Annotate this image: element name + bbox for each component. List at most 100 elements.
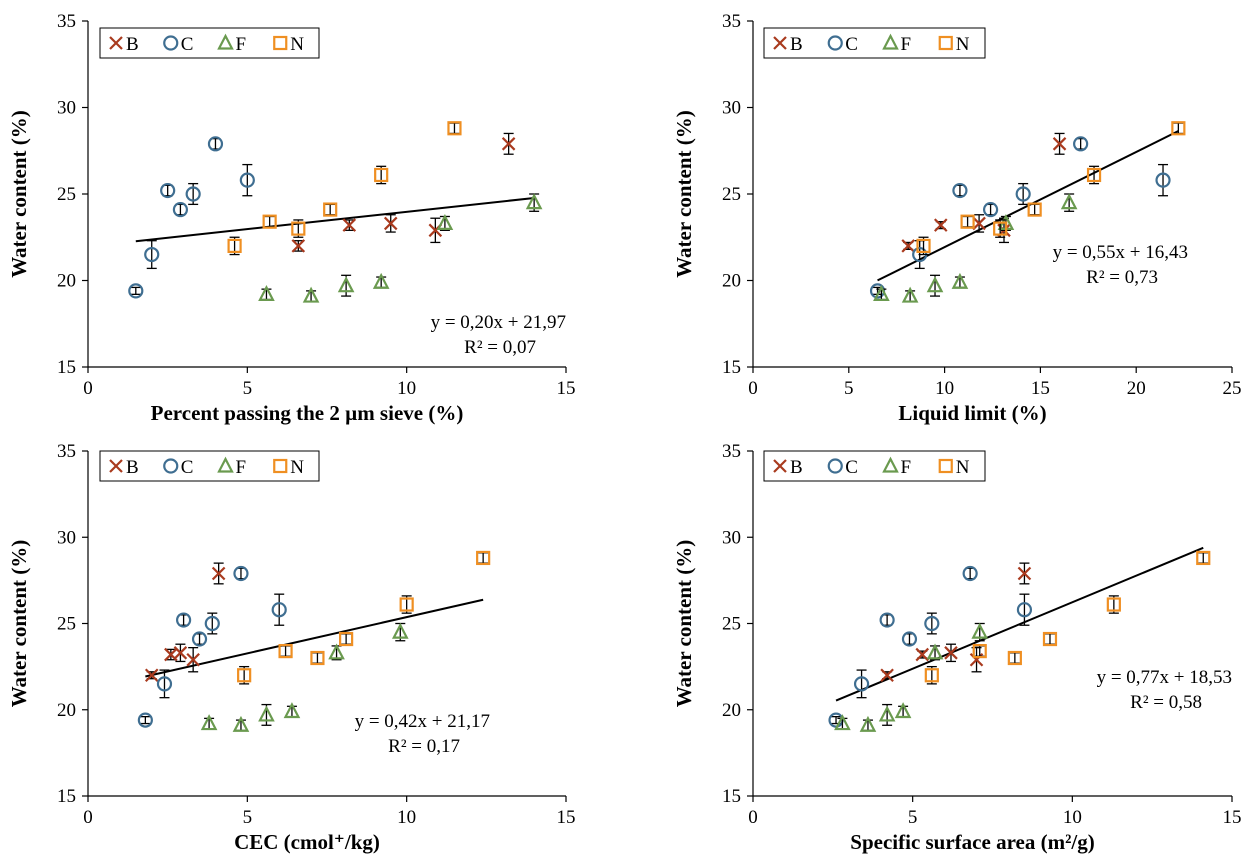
- legend-square-icon: [938, 35, 953, 51]
- data-point-N: [916, 238, 931, 253]
- data-point-F: [525, 193, 543, 210]
- data-point-N: [374, 167, 389, 183]
- trendline: [135, 196, 535, 243]
- data-point-N: [447, 121, 462, 136]
- y-tick-label: 30: [722, 527, 741, 548]
- data-point-C: [185, 186, 201, 202]
- legend-box: [99, 450, 320, 482]
- data-point-N: [339, 631, 354, 647]
- data-point-N: [227, 238, 242, 253]
- data-point-C: [160, 182, 176, 199]
- legend-label: C: [181, 34, 194, 55]
- y-tick-label: 20: [722, 271, 741, 292]
- data-point-B-stroke: [383, 216, 398, 231]
- series-C: [137, 565, 287, 728]
- legend-label: C: [845, 457, 858, 478]
- chart-panel-3: 15 20 25 30 35 0 5 10 15 Water content (%) CEC (cm…: [7, 441, 576, 854]
- legend-x-icon: [773, 459, 787, 473]
- data-point-B: [173, 646, 188, 660]
- data-point-F: [926, 276, 944, 293]
- data-point-B-stroke: [944, 646, 958, 660]
- data-point-F: [873, 284, 890, 301]
- x-tick-label: 0: [83, 807, 93, 828]
- legend-label: F: [236, 457, 247, 478]
- trendline: [835, 546, 1204, 702]
- legend-box: [763, 450, 986, 482]
- y-tick-label: 25: [57, 614, 76, 635]
- series-F: [200, 622, 409, 732]
- data-point-C: [128, 283, 144, 299]
- legend-triangle-icon: [217, 456, 234, 473]
- data-point-F: [901, 286, 919, 303]
- data-point-B-stroke: [211, 566, 226, 581]
- data-point-C: [204, 615, 220, 632]
- legend-circle-icon: [827, 458, 843, 474]
- legend-label: F: [236, 34, 247, 55]
- data-point-F: [372, 272, 390, 289]
- y-tick-label: 25: [722, 184, 741, 205]
- legend-box: [763, 27, 986, 59]
- legend-label: N: [290, 457, 304, 478]
- data-point-F: [258, 284, 275, 301]
- trendline-r2: R² = 0,17: [388, 736, 460, 757]
- data-point-B-stroke: [291, 239, 306, 253]
- data-point-N: [291, 221, 306, 236]
- data-point-N: [476, 550, 491, 566]
- legend-circle-icon: [163, 458, 179, 474]
- data-point-N: [278, 643, 293, 659]
- data-point-F: [391, 622, 409, 639]
- data-point-B: [211, 566, 226, 581]
- x-axis-title: Percent passing the 2 µm sieve (%): [151, 401, 464, 425]
- data-point-B-stroke: [901, 239, 915, 253]
- data-point-C: [962, 565, 978, 582]
- data-point-C: [271, 602, 287, 618]
- data-point-B: [342, 218, 357, 232]
- data-point-F: [834, 714, 851, 731]
- y-axis-title: Water content (%): [672, 110, 696, 278]
- legend-square-icon: [273, 458, 288, 474]
- y-tick-label: 30: [722, 98, 741, 119]
- data-point-C: [137, 712, 153, 728]
- data-point-B: [383, 216, 398, 231]
- data-point-C: [924, 615, 940, 632]
- data-point-B-stroke: [501, 137, 516, 151]
- data-point-N: [399, 597, 414, 612]
- chart-panel-2: 15 20 25 30 35 0 5 10 15 20 25 Water content (%) Liq…: [672, 11, 1242, 425]
- data-point-C: [233, 565, 249, 582]
- y-axis-title: Water content (%): [7, 540, 31, 708]
- legend-triangle-icon: [882, 456, 899, 473]
- data-point-B-stroke: [933, 218, 948, 232]
- trendline: [145, 598, 484, 678]
- y-tick-label: 25: [57, 184, 76, 205]
- data-point-F: [328, 643, 345, 660]
- data-point-B-stroke: [915, 647, 930, 662]
- y-tick-label: 35: [57, 11, 76, 32]
- legend-label: B: [790, 34, 803, 55]
- data-point-N: [1007, 650, 1022, 666]
- data-point-C: [176, 612, 192, 628]
- series-B: [144, 562, 226, 683]
- y-axis-title: Water content (%): [672, 540, 696, 708]
- trendline-r2: R² = 0,73: [1086, 267, 1158, 288]
- legend-triangle-icon: [882, 33, 899, 50]
- chart-panel-1: 15 20 25 30 35 0 5 10 15 Water content (%) Percent…: [7, 11, 576, 425]
- data-point-F: [436, 214, 454, 231]
- x-tick-label: 25: [1223, 378, 1242, 399]
- data-point-C: [1016, 602, 1033, 618]
- x-tick-label: 5: [243, 378, 253, 399]
- data-point-B: [186, 652, 200, 667]
- data-point-B: [501, 137, 516, 151]
- data-point-F: [971, 622, 989, 639]
- data-point-B-stroke: [144, 668, 159, 683]
- series-N: [227, 121, 462, 256]
- x-tick-label: 15: [557, 807, 576, 828]
- series-F: [258, 193, 543, 303]
- x-tick-label: 5: [908, 807, 918, 828]
- data-point-F: [200, 714, 218, 731]
- data-point-B-stroke: [173, 646, 188, 660]
- legend-box: [99, 27, 320, 59]
- data-point-N: [960, 214, 975, 229]
